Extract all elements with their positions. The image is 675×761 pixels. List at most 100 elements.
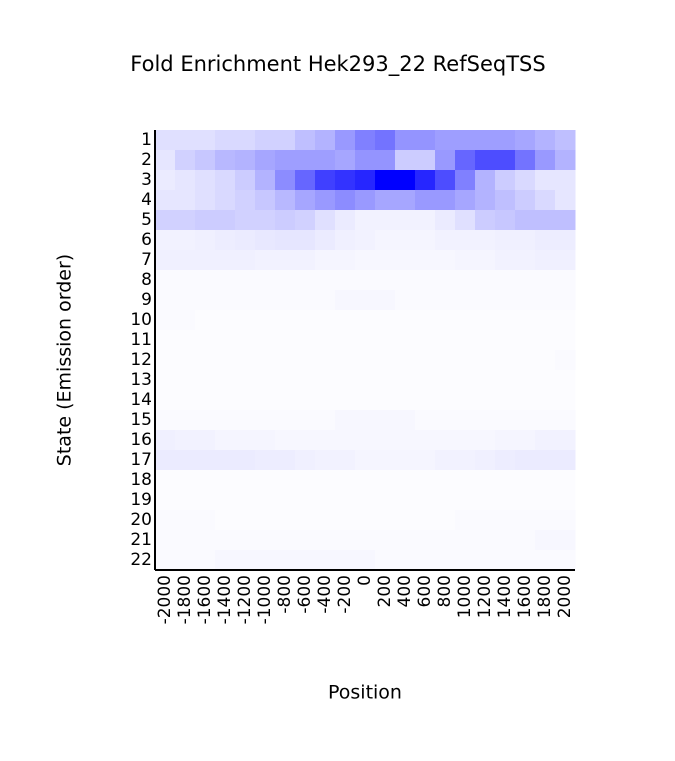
heatmap-cell bbox=[415, 310, 436, 331]
heatmap-cell bbox=[235, 390, 256, 411]
heatmap-cell bbox=[355, 290, 376, 311]
heatmap-cell bbox=[535, 150, 556, 171]
heatmap-cell bbox=[355, 350, 376, 371]
heatmap-cell bbox=[515, 150, 536, 171]
y-tick-label: 18 bbox=[130, 470, 152, 490]
heatmap-cell bbox=[215, 530, 236, 551]
heatmap-cell bbox=[335, 370, 356, 391]
heatmap-cell bbox=[235, 510, 256, 531]
heatmap-cell bbox=[495, 470, 516, 491]
heatmap-cell bbox=[435, 550, 456, 571]
heatmap-cell bbox=[475, 350, 496, 371]
heatmap-cell bbox=[495, 550, 516, 571]
heatmap-cell bbox=[375, 450, 396, 471]
heatmap-cell bbox=[415, 470, 436, 491]
heatmap-cell bbox=[335, 550, 356, 571]
heatmap-cell bbox=[455, 510, 476, 531]
heatmap-cell bbox=[415, 130, 436, 151]
heatmap-cell bbox=[455, 370, 476, 391]
heatmap-cell bbox=[395, 150, 416, 171]
heatmap-cell bbox=[555, 250, 576, 271]
heatmap-cell bbox=[375, 290, 396, 311]
heatmap-cell bbox=[195, 390, 216, 411]
heatmap-cell bbox=[235, 230, 256, 251]
heatmap-cell bbox=[295, 250, 316, 271]
heatmap-cell bbox=[335, 250, 356, 271]
heatmap-cell bbox=[235, 170, 256, 191]
heatmap-cell bbox=[495, 150, 516, 171]
heatmap-cell bbox=[235, 310, 256, 331]
heatmap-cell bbox=[295, 130, 316, 151]
heatmap-cell bbox=[155, 390, 176, 411]
heatmap-cell bbox=[415, 530, 436, 551]
heatmap-cell bbox=[395, 370, 416, 391]
heatmap-cell bbox=[315, 170, 336, 191]
heatmap-cell bbox=[235, 410, 256, 431]
heatmap-cell bbox=[335, 450, 356, 471]
x-tick-label: -400 bbox=[315, 575, 335, 614]
heatmap-cell bbox=[435, 190, 456, 211]
heatmap-cell bbox=[515, 310, 536, 331]
heatmap-cell bbox=[275, 350, 296, 371]
heatmap-cell bbox=[375, 250, 396, 271]
heatmap-cell bbox=[415, 330, 436, 351]
heatmap-cell bbox=[415, 290, 436, 311]
heatmap-cell bbox=[535, 330, 556, 351]
heatmap-cell bbox=[275, 450, 296, 471]
y-tick-label: 9 bbox=[141, 290, 152, 310]
heatmap-cell bbox=[395, 290, 416, 311]
heatmap-cell bbox=[515, 130, 536, 151]
heatmap-cell bbox=[475, 130, 496, 151]
heatmap-cell bbox=[275, 170, 296, 191]
heatmap-cell bbox=[275, 550, 296, 571]
y-tick-label: 11 bbox=[130, 330, 152, 350]
heatmap-cell bbox=[415, 210, 436, 231]
heatmap-cell bbox=[435, 150, 456, 171]
heatmap-cell bbox=[435, 390, 456, 411]
heatmap-cell bbox=[335, 270, 356, 291]
heatmap-cell bbox=[555, 190, 576, 211]
heatmap-cell bbox=[175, 130, 196, 151]
heatmap-cell bbox=[555, 230, 576, 251]
heatmap-cell bbox=[295, 150, 316, 171]
heatmap-cell bbox=[375, 210, 396, 231]
heatmap-cell bbox=[515, 190, 536, 211]
heatmap-cell bbox=[415, 510, 436, 531]
heatmap-cell bbox=[555, 450, 576, 471]
heatmap-cell bbox=[175, 310, 196, 331]
heatmap-cell bbox=[295, 530, 316, 551]
heatmap-cell bbox=[355, 510, 376, 531]
heatmap-cell bbox=[455, 330, 476, 351]
heatmap-cell bbox=[415, 410, 436, 431]
heatmap-cell bbox=[155, 490, 176, 511]
y-tick-label: 22 bbox=[130, 550, 152, 570]
heatmap-cell bbox=[175, 490, 196, 511]
y-tick-label: 16 bbox=[130, 430, 152, 450]
heatmap-cell bbox=[255, 450, 276, 471]
heatmap-cell bbox=[175, 210, 196, 231]
heatmap-cell bbox=[515, 490, 536, 511]
heatmap-cell bbox=[315, 250, 336, 271]
heatmap-cell bbox=[295, 510, 316, 531]
heatmap-cell bbox=[175, 510, 196, 531]
heatmap-cell bbox=[455, 350, 476, 371]
heatmap-cell bbox=[495, 170, 516, 191]
heatmap-cell bbox=[175, 290, 196, 311]
heatmap-cell bbox=[515, 450, 536, 471]
heatmap-cell bbox=[235, 210, 256, 231]
heatmap-cell bbox=[295, 370, 316, 391]
heatmap-cell bbox=[375, 430, 396, 451]
heatmap-cell bbox=[555, 490, 576, 511]
heatmap-cell bbox=[275, 250, 296, 271]
heatmap-cell bbox=[535, 310, 556, 331]
heatmap-cell bbox=[175, 270, 196, 291]
heatmap-cell bbox=[175, 370, 196, 391]
heatmap-cell bbox=[235, 190, 256, 211]
heatmap-cell bbox=[315, 430, 336, 451]
heatmap-cell bbox=[315, 390, 336, 411]
heatmap-cell bbox=[175, 230, 196, 251]
heatmap-cell bbox=[415, 230, 436, 251]
heatmap-cell bbox=[295, 490, 316, 511]
heatmap-cell bbox=[515, 390, 536, 411]
heatmap-cell bbox=[215, 290, 236, 311]
